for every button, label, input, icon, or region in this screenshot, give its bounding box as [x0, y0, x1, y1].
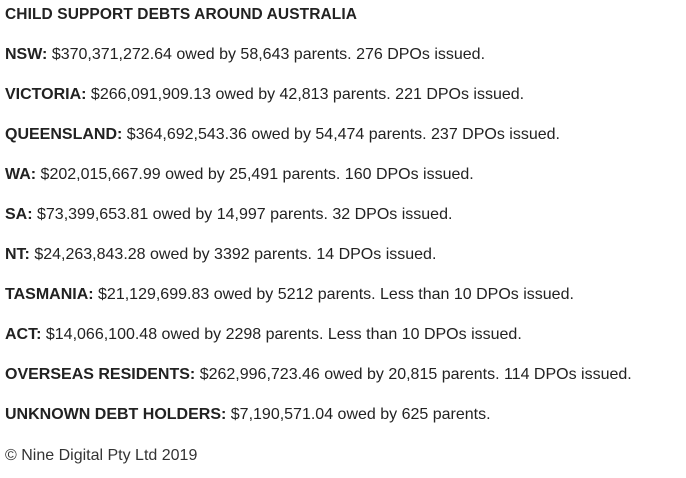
row-label: NSW: — [5, 46, 48, 63]
row-text: $14,066,100.48 owed by 2298 parents. Les… — [41, 326, 522, 343]
row-label: TASMANIA: — [5, 286, 94, 303]
row-text: $364,692,543.36 owed by 54,474 parents. … — [122, 126, 560, 143]
row-text: $370,371,272.64 owed by 58,643 parents. … — [47, 46, 486, 63]
row-sa: SA: $73,399,653.81 owed by 14,997 parent… — [5, 205, 452, 225]
row-label: VICTORIA: — [5, 86, 87, 103]
row-act: ACT: $14,066,100.48 owed by 2298 parents… — [5, 325, 522, 345]
row-nsw: NSW: $370,371,272.64 owed by 58,643 pare… — [5, 45, 485, 65]
row-text: $7,190,571.04 owed by 625 parents. — [226, 406, 491, 423]
row-label: WA: — [5, 166, 37, 183]
row-label: NT: — [5, 246, 30, 263]
row-unknown-debt-holders: UNKNOWN DEBT HOLDERS: $7,190,571.04 owed… — [5, 405, 491, 425]
row-text: $202,015,667.99 owed by 25,491 parents. … — [36, 166, 474, 183]
row-text: $262,996,723.46 owed by 20,815 parents. … — [195, 366, 632, 383]
row-text: $73,399,653.81 owed by 14,997 parents. 3… — [32, 206, 453, 223]
row-label: OVERSEAS RESIDENTS: — [5, 366, 196, 383]
row-label: QUEENSLAND: — [5, 126, 123, 143]
row-overseas-residents: OVERSEAS RESIDENTS: $262,996,723.46 owed… — [5, 365, 632, 385]
row-victoria: VICTORIA: $266,091,909.13 owed by 42,813… — [5, 85, 524, 105]
row-text: $266,091,909.13 owed by 42,813 parents. … — [86, 86, 525, 103]
row-text: $24,263,843.28 owed by 3392 parents. 14 … — [29, 246, 437, 263]
page-title: CHILD SUPPORT DEBTS AROUND AUSTRALIA — [5, 6, 358, 23]
row-label: SA: — [5, 206, 33, 223]
row-tasmania: TASMANIA: $21,129,699.83 owed by 5212 pa… — [5, 285, 574, 305]
row-label: ACT: — [5, 326, 42, 343]
copyright-footer: © Nine Digital Pty Ltd 2019 — [5, 447, 198, 464]
row-text: $21,129,699.83 owed by 5212 parents. Les… — [93, 286, 574, 303]
row-queensland: QUEENSLAND: $364,692,543.36 owed by 54,4… — [5, 125, 560, 145]
row-wa: WA: $202,015,667.99 owed by 25,491 paren… — [5, 165, 474, 185]
row-nt: NT: $24,263,843.28 owed by 3392 parents.… — [5, 245, 436, 265]
row-label: UNKNOWN DEBT HOLDERS: — [5, 406, 227, 423]
